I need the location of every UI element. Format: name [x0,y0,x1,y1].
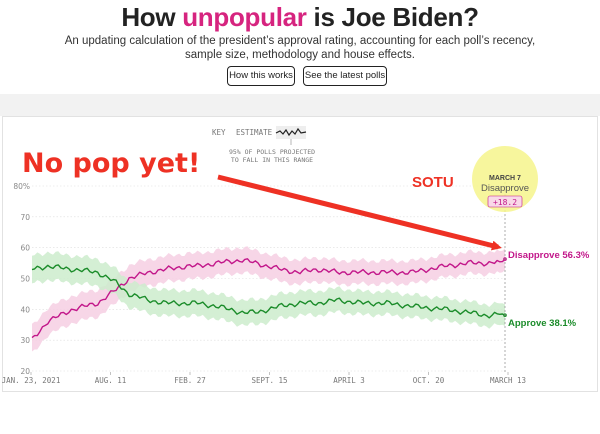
approve-label: Approve 38.1% [508,318,577,329]
x-tick-label: SEPT. 15 [251,376,287,385]
y-axis: 80% 70 60 50 40 30 20 [13,182,30,376]
section-divider [0,94,600,116]
no-pop-annotation: No pop yet! [22,148,200,179]
disapprove-label: Disapprove 56.3% [508,250,590,261]
x-tick-label: AUG. 11 [95,376,127,385]
key-range-note: TO FALL IN THIS RANGE [231,156,313,164]
y-tick-label: 70 [20,213,30,222]
y-tick-label: 60 [20,244,30,253]
approve-range-band [32,251,505,329]
page-subtitle: An updating calculation of the president… [64,35,536,61]
y-tick-label: 20 [20,367,30,376]
key-range-note: 95% OF POLLS PROJECTED [229,148,315,156]
how-this-works-button[interactable]: How this works [227,66,295,86]
key-estimate-line [275,127,307,137]
y-tick-label: 50 [20,275,30,284]
annotation-arrow [217,174,502,251]
sotu-annotation: SOTU [412,174,454,191]
approve-line [31,264,506,319]
tooltip-highlight [472,146,538,212]
disapprove-line [31,258,506,339]
x-tick-label: MARCH 13 [490,376,526,385]
page-title: How unpopular is Joe Biden? [121,2,479,32]
y-tick-label: 80% [13,182,30,191]
y-tick-label: 40 [20,305,30,314]
tooltip-delta-badge [487,195,523,208]
tooltip-label: Disapprove [481,183,529,194]
x-tick-label: OCT. 20 [413,376,445,385]
tooltip-delta: +18.2 [493,198,517,207]
x-tick-label: FEB. 27 [174,376,206,385]
y-tick-label: 30 [20,336,30,345]
x-tick-label: JAN. 23, 2021 [2,376,61,385]
tooltip-date: MARCH 7 [489,175,521,182]
x-axis: JAN. 23, 2021 AUG. 11 FEB. 27 SEPT. 15 APRIL… [2,372,526,385]
x-tick-label: APRIL 3 [333,376,365,385]
uncertainty-bands [32,246,505,352]
key-label: KEY [212,128,226,137]
page-header: How unpopular is Joe Biden? An updating … [0,0,600,92]
key-estimate-label: ESTIMATE [236,128,273,137]
see-latest-polls-button[interactable]: See the latest polls [303,66,387,86]
title-highlight: unpopular [182,2,307,32]
